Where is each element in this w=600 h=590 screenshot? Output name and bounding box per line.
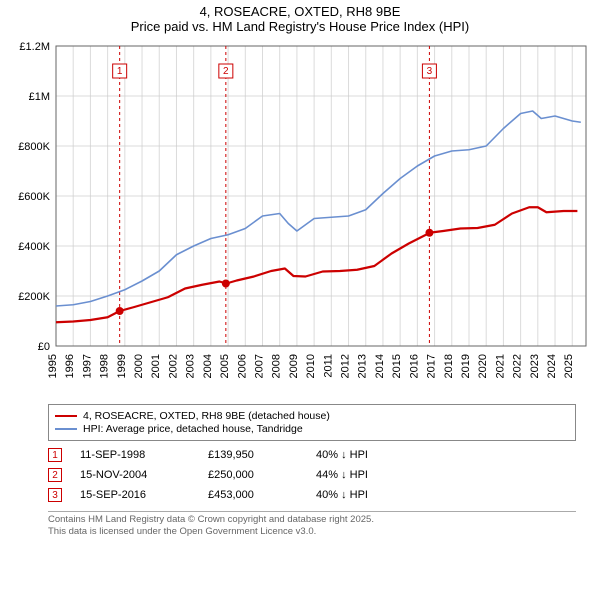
svg-text:2007: 2007: [253, 354, 265, 378]
event-row: 3 15-SEP-2016 £453,000 40% ↓ HPI: [48, 485, 576, 505]
svg-text:2013: 2013: [357, 354, 369, 378]
svg-text:2006: 2006: [236, 354, 248, 378]
svg-text:1995: 1995: [47, 354, 59, 378]
svg-text:2025: 2025: [563, 354, 575, 378]
svg-text:2022: 2022: [512, 354, 524, 378]
svg-text:2020: 2020: [477, 354, 489, 378]
svg-text:1999: 1999: [116, 354, 128, 378]
event-price: £139,950: [208, 449, 298, 461]
legend-swatch: [55, 428, 77, 430]
chart-container: £0 £200K £400K £600K £800K £1M £1.2M 1995 1996 19…: [8, 38, 592, 398]
event-delta: 40% ↓ HPI: [316, 449, 406, 461]
svg-text:2000: 2000: [133, 354, 145, 378]
svg-text:2024: 2024: [546, 354, 558, 378]
line-chart: £0 £200K £400K £600K £800K £1M £1.2M 1995 1996 19…: [8, 38, 592, 398]
svg-text:£800K: £800K: [18, 141, 50, 153]
event-delta: 44% ↓ HPI: [316, 469, 406, 481]
svg-text:2015: 2015: [391, 354, 403, 378]
svg-text:£0: £0: [38, 341, 50, 353]
event-num-box: 3: [48, 488, 62, 502]
svg-text:1997: 1997: [81, 354, 93, 378]
event-row: 2 15-NOV-2004 £250,000 44% ↓ HPI: [48, 465, 576, 485]
svg-text:£1.2M: £1.2M: [19, 41, 50, 53]
svg-text:£200K: £200K: [18, 291, 50, 303]
svg-text:2010: 2010: [305, 354, 317, 378]
event-date: 15-SEP-2016: [80, 489, 190, 501]
legend-label: 4, ROSEACRE, OXTED, RH8 9BE (detached ho…: [83, 410, 330, 422]
svg-text:2011: 2011: [322, 354, 334, 378]
legend-item: HPI: Average price, detached house, Tand…: [55, 423, 569, 435]
svg-text:2004: 2004: [202, 354, 214, 378]
svg-text:2021: 2021: [494, 354, 506, 378]
svg-text:2003: 2003: [185, 354, 197, 378]
event-date: 11-SEP-1998: [80, 449, 190, 461]
legend: 4, ROSEACRE, OXTED, RH8 9BE (detached ho…: [48, 404, 576, 441]
svg-text:2009: 2009: [288, 354, 300, 378]
event-num-box: 1: [48, 448, 62, 462]
event-price: £250,000: [208, 469, 298, 481]
svg-text:2014: 2014: [374, 354, 386, 378]
footer-attribution: Contains HM Land Registry data © Crown c…: [48, 511, 576, 538]
svg-text:£600K: £600K: [18, 191, 50, 203]
chart-title-line1: 4, ROSEACRE, OXTED, RH8 9BE: [0, 0, 600, 19]
svg-text:2019: 2019: [460, 354, 472, 378]
footer-line2: This data is licensed under the Open Gov…: [48, 526, 576, 538]
svg-text:£400K: £400K: [18, 241, 50, 253]
svg-text:3: 3: [427, 66, 433, 77]
svg-text:2017: 2017: [426, 354, 438, 378]
event-date: 15-NOV-2004: [80, 469, 190, 481]
legend-label: HPI: Average price, detached house, Tand…: [83, 423, 303, 435]
event-delta: 40% ↓ HPI: [316, 489, 406, 501]
svg-text:2001: 2001: [150, 354, 162, 378]
svg-text:2012: 2012: [340, 354, 352, 378]
svg-text:1998: 1998: [99, 354, 111, 378]
svg-text:2023: 2023: [529, 354, 541, 378]
svg-text:1: 1: [117, 66, 123, 77]
svg-text:2018: 2018: [443, 354, 455, 378]
svg-text:2016: 2016: [408, 354, 420, 378]
svg-text:£1M: £1M: [29, 91, 50, 103]
legend-item: 4, ROSEACRE, OXTED, RH8 9BE (detached ho…: [55, 410, 569, 422]
event-row: 1 11-SEP-1998 £139,950 40% ↓ HPI: [48, 445, 576, 465]
legend-swatch: [55, 415, 77, 417]
events-table: 1 11-SEP-1998 £139,950 40% ↓ HPI 2 15-NOV-200…: [48, 445, 576, 505]
footer-line1: Contains HM Land Registry data © Crown c…: [48, 514, 576, 526]
svg-text:2: 2: [223, 66, 229, 77]
chart-title-line2: Price paid vs. HM Land Registry's House …: [0, 19, 600, 38]
svg-text:2002: 2002: [167, 354, 179, 378]
event-price: £453,000: [208, 489, 298, 501]
svg-text:1996: 1996: [64, 354, 76, 378]
svg-text:2008: 2008: [271, 354, 283, 378]
svg-text:2005: 2005: [219, 354, 231, 378]
event-num-box: 2: [48, 468, 62, 482]
